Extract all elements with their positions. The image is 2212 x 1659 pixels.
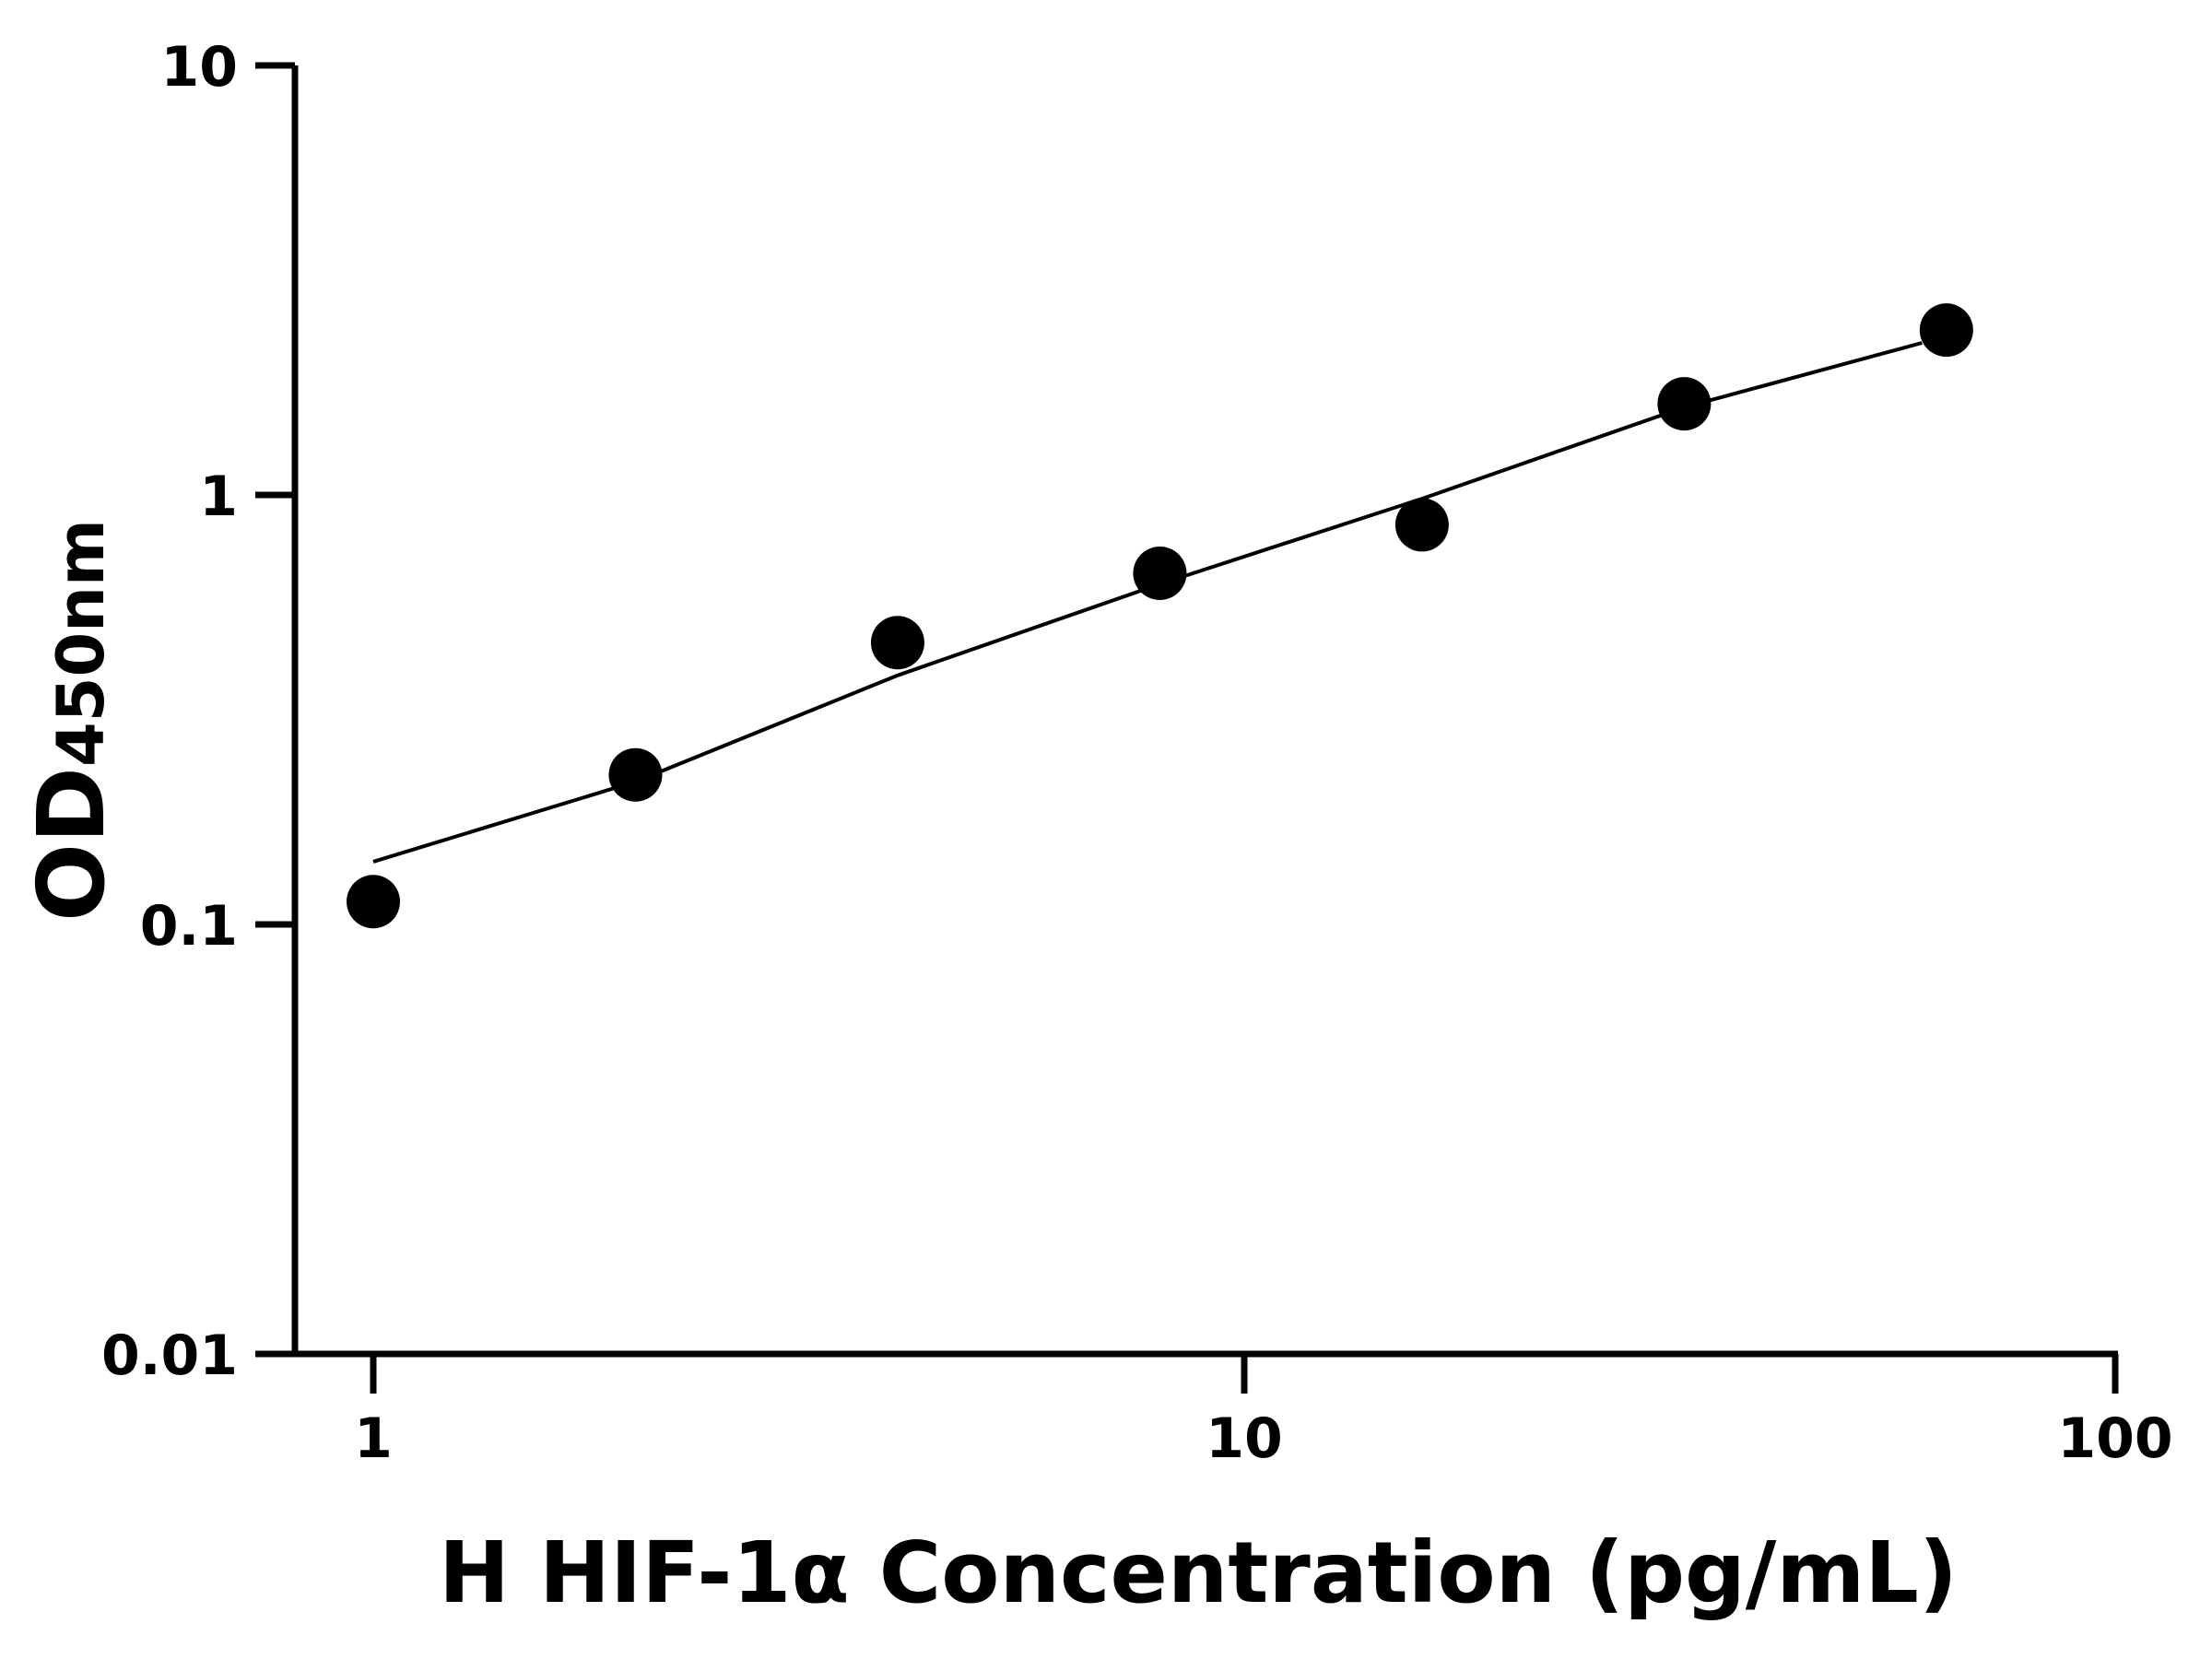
y-tick-label: 0.01 — [101, 1324, 238, 1388]
data-point — [1919, 303, 1973, 358]
y-axis-label: OD450nm — [18, 519, 125, 922]
y-tick-label: 10 — [161, 35, 239, 100]
y-tick-label: 1 — [199, 465, 238, 529]
y-tick-label: 0.1 — [140, 894, 238, 959]
data-point — [1657, 377, 1712, 431]
x-axis-label: H HIF-1α Concentration (pg/mL) — [439, 1524, 1958, 1622]
y-axis-label-sub: 450nm — [43, 519, 119, 767]
data-point — [608, 747, 663, 802]
x-tick-label: 100 — [2057, 1406, 2172, 1471]
y-axis-label-main: OD — [18, 767, 125, 922]
data-point — [347, 875, 400, 929]
data-point — [1133, 547, 1187, 601]
data-point — [870, 616, 924, 670]
x-tick-label: 10 — [1206, 1406, 1283, 1471]
data-point — [1394, 498, 1449, 552]
x-tick-label: 1 — [354, 1406, 393, 1471]
